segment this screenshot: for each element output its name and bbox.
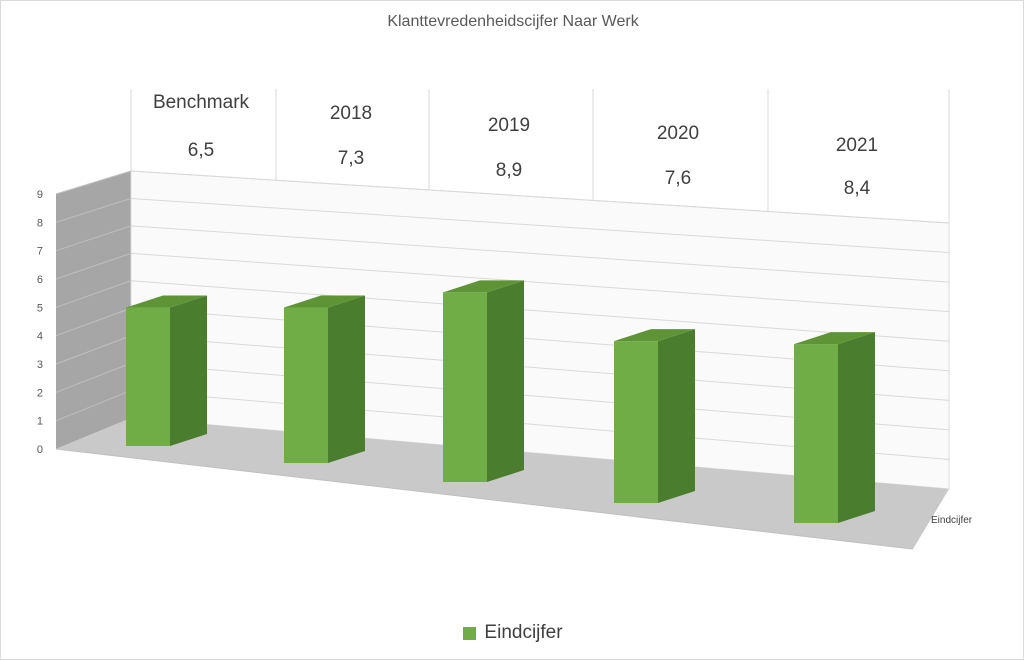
y-tick-label: 7 [37,246,43,258]
bar-side [487,280,524,482]
bar-top [284,295,365,308]
bar [443,292,487,482]
bar-top [794,332,875,345]
gridline-side [55,280,132,308]
category-label: 2021 [836,135,878,156]
data-label: 6,5 [188,140,214,161]
y-tick-label: 8 [37,217,43,229]
legend-swatch [463,626,477,640]
y-tick-label: 1 [37,416,43,428]
data-label: 8,9 [496,160,522,181]
legend: Eindcijfer [1,622,1024,644]
left-wall [56,171,131,449]
gridline-side [55,390,132,422]
gridline-side [55,252,132,280]
front-axis [55,448,914,550]
gridline-back [130,170,950,224]
data-label: 7,6 [665,168,691,189]
bar [794,344,838,523]
gridline-side [55,307,132,337]
gridline-back [130,197,950,254]
gridline-side [55,335,132,365]
y-tick-label: 5 [37,302,43,314]
chart-title: Klanttevredenheidscijfer Naar Werk [387,13,639,30]
category-label: 2020 [657,123,699,144]
bar [284,307,328,463]
gridline-back [130,252,950,313]
category-label: Benchmark [153,92,250,113]
data-label: 7,3 [338,148,364,169]
gridline-side [55,362,132,393]
floor [56,418,949,549]
gridline-side [55,170,132,195]
category-label: 2019 [488,115,530,136]
y-tick-label: 3 [37,359,43,371]
y-tick-label: 6 [37,274,43,286]
gridline-back [130,225,950,283]
gridline-back [130,280,950,342]
bar-side [658,329,695,503]
data-label: 8,4 [844,178,871,199]
bar-top [614,329,695,342]
bar-side [838,332,875,523]
category-label: 2018 [330,103,372,124]
depth-axis-label: Eindcijfer [931,515,973,526]
bar [126,307,170,446]
bar-top [443,280,524,293]
gridline-side [55,197,132,223]
bar-side [328,295,365,463]
gridline-side [55,225,132,252]
y-tick-label: 9 [37,189,43,201]
y-tick-label: 0 [37,444,43,456]
y-tick-label: 2 [37,387,43,399]
y-tick-label: 4 [37,331,43,343]
legend-label: Eindcijfer [484,622,563,643]
bar-side [170,295,207,446]
bar-top [126,295,207,308]
bar [614,341,658,503]
